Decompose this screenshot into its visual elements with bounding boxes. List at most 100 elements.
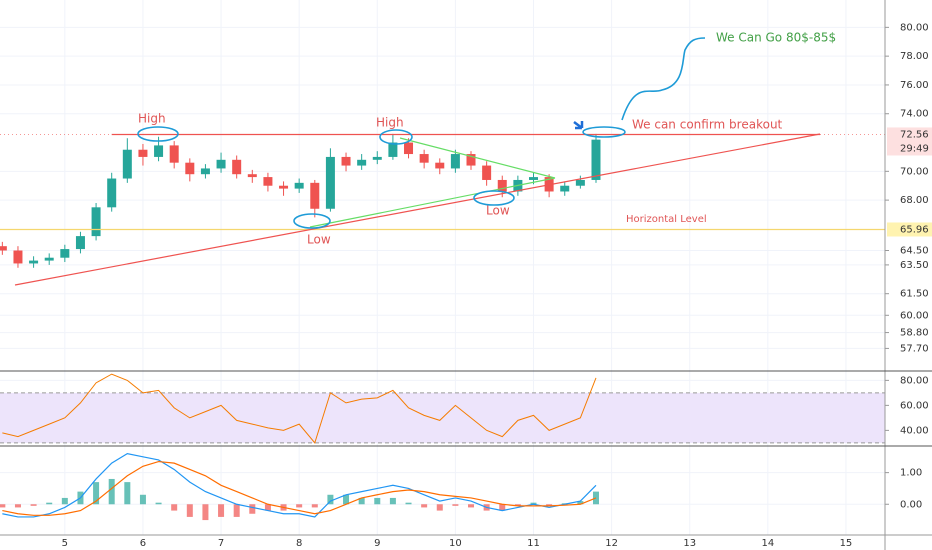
histogram-bar [405, 502, 412, 505]
candle-body [357, 159, 367, 166]
candle-body [107, 178, 117, 208]
price-label-box [887, 222, 932, 237]
x-tick-label: 6 [140, 538, 146, 549]
circle [582, 126, 626, 138]
candle-body [232, 159, 242, 175]
countdown-box [887, 141, 932, 156]
projection-curve [621, 37, 706, 121]
y-tick-label: 1.00 [900, 468, 922, 479]
histogram-bar [61, 497, 68, 505]
y-tick-label: 76.00 [900, 80, 929, 91]
y-tick-label: 80.00 [900, 375, 929, 386]
histogram-bar [577, 501, 584, 505]
support-line [309, 177, 556, 228]
x-tick-label: 15 [840, 538, 853, 549]
candle-body [91, 207, 101, 237]
x-tick-label: 14 [761, 538, 774, 549]
y-tick-label: 78.00 [900, 51, 929, 62]
candle-body [169, 145, 179, 163]
histogram-bar [436, 504, 443, 511]
candle-body [388, 142, 398, 157]
candle-body [575, 179, 585, 186]
histogram-bar [155, 502, 162, 505]
histogram-bar [499, 504, 506, 511]
candle-body [372, 156, 382, 160]
candle-body [310, 182, 320, 209]
histogram-bar [0, 504, 6, 508]
candle-body [60, 249, 70, 258]
countdown: 29:49 [900, 143, 929, 154]
candle-body [279, 185, 289, 189]
y-tick-label: 64.50 [900, 246, 929, 257]
circle [137, 126, 179, 142]
candle-body [122, 149, 132, 179]
rsi-line [2, 373, 597, 444]
y-tick-label: 70.00 [900, 166, 929, 177]
y-tick-label: 40.00 [900, 425, 929, 436]
trendline [14, 133, 821, 286]
price-label: 72.56 [900, 129, 929, 140]
candle-body [528, 177, 538, 180]
histogram-bar [108, 478, 115, 505]
candle-body [247, 174, 257, 178]
candle-body [216, 159, 226, 169]
histogram-bar [327, 494, 334, 505]
resistance-line [399, 137, 556, 179]
histogram-bar [452, 504, 459, 506]
circle [293, 213, 331, 229]
histogram-bar [514, 504, 521, 506]
candle-body [435, 162, 445, 169]
y-tick-label: 0.00 [900, 499, 922, 510]
histogram-bar [311, 504, 318, 508]
x-tick-label: 11 [527, 538, 540, 549]
candle-body [75, 236, 85, 250]
histogram-bar [343, 494, 350, 505]
candle-body [0, 246, 7, 251]
candle-body [419, 154, 429, 163]
candle-body [294, 182, 304, 189]
arrow [573, 121, 584, 130]
x-tick-label: 9 [374, 538, 380, 549]
histogram-bar [233, 504, 240, 517]
candle-body [44, 257, 54, 261]
candle-body [450, 154, 460, 169]
candle-body [404, 142, 414, 155]
histogram-bar [139, 494, 146, 505]
candle-body [13, 250, 23, 264]
histogram-bar [93, 482, 100, 505]
annotation: Low [307, 233, 331, 247]
marks [0, 133, 885, 521]
candle-body [154, 145, 164, 157]
histogram-bar [186, 504, 193, 517]
circle [379, 129, 413, 145]
candle-body [325, 156, 335, 209]
histogram-bar [124, 482, 131, 505]
histogram-bar [468, 504, 475, 508]
histogram-bar [389, 497, 396, 505]
histogram-bar [264, 504, 271, 511]
candle-body [263, 177, 273, 186]
histogram-bar [171, 504, 178, 511]
macd-line [2, 453, 597, 518]
histogram-bar [546, 504, 553, 506]
annotation: We can confirm breakout [632, 118, 783, 132]
histogram-bar [530, 502, 537, 505]
candle-body [560, 185, 570, 192]
candle-body [138, 149, 148, 157]
price-label: 65.96 [900, 224, 929, 235]
candle-body [200, 168, 210, 175]
x-tick-label: 5 [62, 538, 68, 549]
candle-body [466, 154, 476, 166]
histogram-bar [296, 504, 303, 508]
x-tick-label: 13 [683, 538, 696, 549]
candle-body [185, 162, 195, 175]
histogram-bar [30, 504, 37, 506]
y-tick-label: 61.50 [900, 289, 929, 300]
x-tick-label: 10 [449, 538, 462, 549]
annotation: High [376, 116, 404, 130]
y-tick-label: 68.00 [900, 195, 929, 206]
annotation: Low [486, 204, 510, 218]
annotation: Horizontal Level [626, 214, 707, 225]
histogram-bar [14, 504, 21, 508]
x-tick-label: 7 [218, 538, 224, 549]
